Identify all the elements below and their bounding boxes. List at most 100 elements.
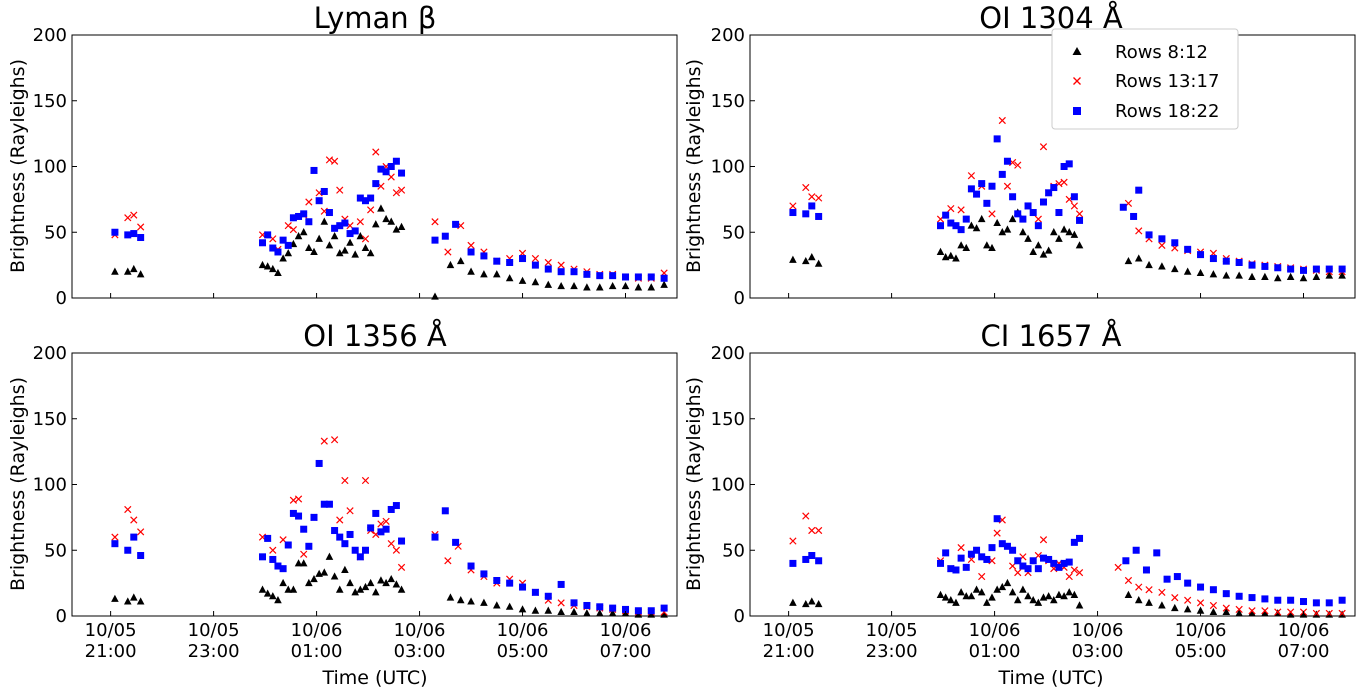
data-point-rows-13-17 [305, 198, 313, 206]
data-point-rows-8-12 [480, 270, 488, 278]
data-point-rows-8-12 [335, 585, 344, 593]
data-point-rows-8-12 [325, 552, 334, 560]
y-tick-label: 100 [33, 157, 67, 178]
data-point-rows-8-12 [1261, 272, 1269, 280]
data-point-rows-13-17 [289, 225, 298, 234]
data-point-rows-18-22 [351, 227, 359, 235]
data-point-rows-18-22 [1039, 198, 1047, 206]
data-point-rows-18-22 [346, 530, 354, 538]
data-point-rows-18-22 [279, 565, 287, 573]
data-point-rows-18-22 [372, 509, 380, 517]
data-point-rows-8-12 [967, 221, 976, 229]
data-point-rows-18-22 [377, 528, 385, 536]
data-point-rows-8-12 [377, 204, 385, 212]
data-point-rows-8-12 [279, 254, 287, 262]
data-point-rows-13-17 [557, 599, 565, 607]
data-point-rows-8-12 [123, 267, 132, 275]
y-tick-label: 150 [711, 409, 745, 430]
data-point-rows-8-12 [1124, 256, 1133, 265]
data-point-rows-18-22 [957, 226, 965, 234]
data-point-rows-18-22 [336, 533, 344, 541]
data-point-rows-18-22 [998, 540, 1006, 548]
data-point-rows-8-12 [993, 585, 1001, 593]
data-point-rows-8-12 [346, 578, 354, 587]
data-point-rows-18-22 [808, 552, 816, 560]
data-point-rows-13-17 [397, 563, 406, 571]
data-point-rows-18-22 [1034, 565, 1042, 573]
data-point-rows-8-12 [1183, 267, 1192, 275]
data-point-rows-18-22 [1132, 546, 1140, 554]
data-point-rows-18-22 [942, 549, 950, 557]
data-point-rows-18-22 [259, 553, 267, 561]
data-point-rows-8-12 [1235, 271, 1243, 279]
y-tick-label: 150 [711, 91, 745, 112]
data-point-rows-18-22 [1024, 565, 1032, 573]
data-point-rows-8-12 [583, 283, 591, 291]
data-point-rows-18-22 [493, 257, 501, 265]
data-point-rows-8-12 [123, 597, 132, 605]
data-point-rows-8-12 [1170, 264, 1179, 273]
data-point-rows-8-12 [366, 249, 375, 257]
data-point-rows-13-17 [1196, 599, 1205, 607]
data-point-rows-13-17 [1171, 593, 1179, 602]
data-point-rows-8-12 [789, 598, 797, 606]
data-point-rows-18-22 [1060, 163, 1068, 170]
data-point-rows-8-12 [1024, 592, 1032, 600]
data-point-rows-8-12 [962, 592, 971, 600]
data-point-rows-18-22 [480, 252, 488, 260]
data-point-rows-18-22 [570, 599, 578, 607]
x-axis-label: Time (UTC) [997, 667, 1103, 689]
y-tick-label: 100 [33, 475, 67, 496]
panel-marks [111, 148, 668, 300]
x-tick-label: 10/06 03:00 [1072, 620, 1124, 662]
data-point-rows-18-22 [1235, 258, 1243, 266]
data-point-rows-8-12 [335, 249, 344, 257]
data-point-rows-18-22 [1009, 193, 1017, 201]
legend-x-marker [1073, 77, 1081, 85]
data-point-rows-8-12 [351, 588, 359, 596]
data-point-rows-8-12 [608, 609, 617, 617]
y-tick-label: 200 [33, 25, 67, 46]
data-point-rows-18-22 [634, 273, 642, 281]
data-point-rows-13-17 [269, 546, 277, 554]
y-axis-label: Brightness (Rayleighs) [7, 377, 29, 591]
x-tick-label: 10/05 23:00 [188, 620, 240, 662]
panel-marks [789, 116, 1346, 282]
data-point-rows-18-22 [310, 166, 318, 174]
data-point-rows-18-22 [983, 199, 991, 207]
legend-box [1051, 28, 1239, 130]
data-point-rows-18-22 [973, 546, 981, 554]
data-point-rows-13-17 [947, 204, 955, 213]
data-point-rows-8-12 [570, 281, 578, 290]
data-point-rows-13-17 [361, 476, 370, 485]
data-point-rows-18-22 [1171, 239, 1179, 247]
data-point-rows-13-17 [124, 214, 132, 222]
data-point-rows-8-12 [967, 592, 976, 600]
data-point-rows-18-22 [1003, 157, 1011, 165]
data-point-rows-8-12 [269, 264, 277, 273]
data-point-rows-8-12 [1060, 592, 1068, 600]
data-point-rows-8-12 [814, 259, 823, 267]
data-point-rows-8-12 [263, 589, 272, 597]
y-axis-label: Brightness (Rayleighs) [7, 59, 29, 273]
panel-lyman-beta: Lyman β Brightness (Rayleighs) 0 50 100 150… [7, 1, 678, 309]
data-point-rows-13-17 [367, 206, 375, 214]
data-point-rows-13-17 [789, 537, 797, 545]
data-point-rows-18-22 [1050, 184, 1058, 192]
data-point-rows-18-22 [1045, 555, 1053, 563]
data-point-rows-18-22 [998, 170, 1006, 178]
data-point-rows-8-12 [361, 582, 370, 591]
data-point-rows-13-17 [531, 254, 540, 263]
data-point-rows-13-17 [808, 193, 816, 201]
panel-title: CI 1657 Å [981, 319, 1122, 353]
data-point-rows-18-22 [289, 509, 297, 517]
data-point-rows-18-22 [382, 168, 390, 176]
data-point-rows-8-12 [467, 597, 475, 605]
data-point-rows-18-22 [983, 555, 991, 563]
data-point-rows-18-22 [1338, 596, 1346, 604]
data-point-rows-18-22 [1135, 186, 1143, 194]
x-tick-label: 10/05 21:00 [763, 620, 815, 662]
data-point-rows-18-22 [967, 550, 975, 558]
y-axis-label: Brightness (Rayleighs) [683, 59, 705, 273]
data-point-rows-8-12 [1055, 234, 1063, 242]
